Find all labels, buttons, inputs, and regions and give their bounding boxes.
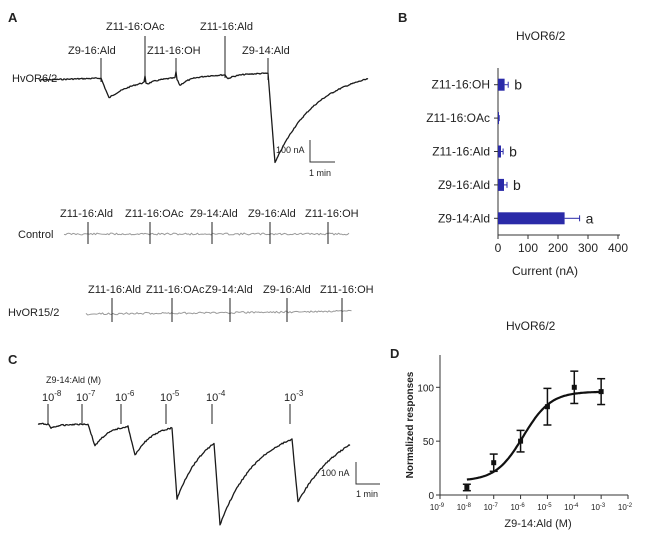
or15-odor-1: Z11-16:Ald bbox=[88, 284, 141, 296]
b-significance-letter: b bbox=[514, 77, 522, 93]
d-x-tick-label: 10-4 bbox=[564, 503, 579, 512]
panel-a-label: A bbox=[8, 10, 18, 25]
panel-a: A HvOR6/2 Z9-16:Ald Z11-16:OAc Z11-16:OH… bbox=[8, 10, 374, 322]
scale-time-c: 1 min bbox=[356, 489, 378, 499]
panel-d-label: D bbox=[390, 346, 399, 361]
odor-label-a1: Z9-16:Ald bbox=[68, 45, 116, 57]
d-data-point bbox=[544, 404, 550, 410]
b-x-tick-label: 300 bbox=[578, 241, 598, 255]
hvor62-trace-label: HvOR6/2 bbox=[12, 73, 57, 85]
chart-b-title: HvOR6/2 bbox=[516, 29, 566, 43]
conc-label: 10-8 bbox=[42, 389, 62, 404]
d-data-point bbox=[464, 484, 470, 490]
conc-label: 10-3 bbox=[284, 389, 304, 404]
b-category-label: Z11-16:OAc bbox=[426, 111, 490, 125]
d-x-tick-label: 10-3 bbox=[591, 503, 606, 512]
panel-b: B HvOR6/2 Z11-16:OH b Z11-16:OAc Z11-16:Ald… bbox=[398, 10, 628, 278]
conc-label: 10-6 bbox=[115, 389, 135, 404]
control-odor-3: Z9-14:Ald bbox=[190, 208, 238, 220]
scale-time-a: 1 min bbox=[309, 168, 331, 178]
b-category-label: Z11-16:Ald bbox=[432, 145, 490, 159]
odor-conc-label: Z9-14:Ald (M) bbox=[46, 375, 101, 385]
conc-label: 10-7 bbox=[76, 389, 96, 404]
scale-current-a: 100 nA bbox=[276, 145, 305, 155]
d-x-tick-label: 10-5 bbox=[537, 503, 552, 512]
d-x-tick-label: 10-7 bbox=[484, 503, 499, 512]
concentration-labels: 10-8 10-7 10-6 10-5 10-4 10-3 bbox=[42, 389, 304, 424]
b-bar bbox=[498, 145, 501, 158]
control-odor-5: Z11-16:OH bbox=[305, 208, 359, 220]
scale-current-c: 100 nA bbox=[321, 468, 350, 478]
conc-label: 10-4 bbox=[206, 389, 226, 404]
control-odor-4: Z9-16:Ald bbox=[248, 208, 296, 220]
d-data-point bbox=[518, 438, 524, 444]
b-bar bbox=[498, 112, 499, 125]
or15-odor-2: Z11-16:OAc bbox=[146, 284, 205, 296]
control-odor-1: Z11-16:Ald bbox=[60, 208, 113, 220]
panel-d: D HvOR6/2 0 50 100 10-9 10-8 10-7 10-6 10-5 10-4… bbox=[390, 319, 633, 530]
d-y-tick-label: 0 bbox=[428, 491, 434, 502]
d-x-tick-label: 10-2 bbox=[618, 503, 633, 512]
d-x-axis-label: Z9-14:Ald (M) bbox=[504, 518, 571, 530]
hvor62-current-trace bbox=[40, 71, 369, 164]
d-x-tick-label: 10-6 bbox=[510, 503, 525, 512]
bar-chart-b: Z11-16:OH b Z11-16:OAc Z11-16:Ald b Z9-16:Ald… bbox=[426, 68, 628, 278]
b-x-tick-label: 100 bbox=[518, 241, 538, 255]
d-y-tick-label: 50 bbox=[423, 437, 435, 448]
b-bar bbox=[498, 78, 505, 91]
odor-label-a5: Z9-14:Ald bbox=[242, 45, 290, 57]
d-x-tick-label: 10-8 bbox=[457, 503, 472, 512]
b-category-label: Z11-16:OH bbox=[432, 78, 490, 92]
d-y-axis-label: Normalized responses bbox=[405, 371, 416, 478]
or15-current-trace bbox=[85, 309, 352, 316]
b-x-tick-label: 0 bbox=[495, 241, 502, 255]
control-trace-label: Control bbox=[18, 229, 53, 241]
d-data-point bbox=[571, 384, 577, 390]
b-category-label: Z9-16:Ald bbox=[438, 178, 490, 192]
chart-d-title: HvOR6/2 bbox=[506, 319, 556, 333]
d-data-point bbox=[491, 460, 497, 466]
scale-bar-c bbox=[355, 462, 380, 485]
dose-response-chart-d: 0 50 100 10-9 10-8 10-7 10-6 10-5 10-4 10-3 10-2 No… bbox=[405, 355, 633, 530]
odor-label-a3: Z11-16:OH bbox=[147, 45, 201, 57]
dose-current-trace bbox=[37, 422, 351, 526]
panel-b-label: B bbox=[398, 10, 407, 25]
b-category-label: Z9-14:Ald bbox=[438, 211, 490, 225]
b-significance-letter: b bbox=[509, 144, 517, 160]
b-bar bbox=[498, 212, 565, 225]
d-y-tick-label: 100 bbox=[417, 383, 434, 394]
b-bar bbox=[498, 178, 504, 191]
b-x-axis-label: Current (nA) bbox=[512, 264, 578, 278]
or15-odor-3: Z9-14:Ald bbox=[205, 284, 253, 296]
odor-label-a4: Z11-16:Ald bbox=[200, 21, 253, 33]
b-significance-letter: b bbox=[513, 177, 521, 193]
scale-bar-a bbox=[309, 140, 335, 163]
panel-c: C Z9-14:Ald (M) 10-8 10-7 10-6 10-5 10-4 10-3… bbox=[8, 352, 380, 526]
d-x-tick-label: 10-9 bbox=[430, 503, 445, 512]
control-odor-2: Z11-16:OAc bbox=[125, 208, 184, 220]
control-current-trace bbox=[63, 232, 350, 236]
or15-odor-5: Z11-16:OH bbox=[320, 284, 374, 296]
b-significance-letter: a bbox=[586, 210, 594, 226]
or15-odor-4: Z9-16:Ald bbox=[263, 284, 311, 296]
conc-label: 10-5 bbox=[160, 389, 180, 404]
or15-trace-label: HvOR15/2 bbox=[8, 307, 59, 319]
d-fit-curve bbox=[466, 390, 602, 481]
b-x-tick-label: 400 bbox=[608, 241, 628, 255]
panel-c-label: C bbox=[8, 352, 18, 367]
d-data-point bbox=[598, 389, 604, 395]
odor-label-a2: Z11-16:OAc bbox=[106, 21, 165, 33]
b-x-tick-label: 200 bbox=[548, 241, 568, 255]
